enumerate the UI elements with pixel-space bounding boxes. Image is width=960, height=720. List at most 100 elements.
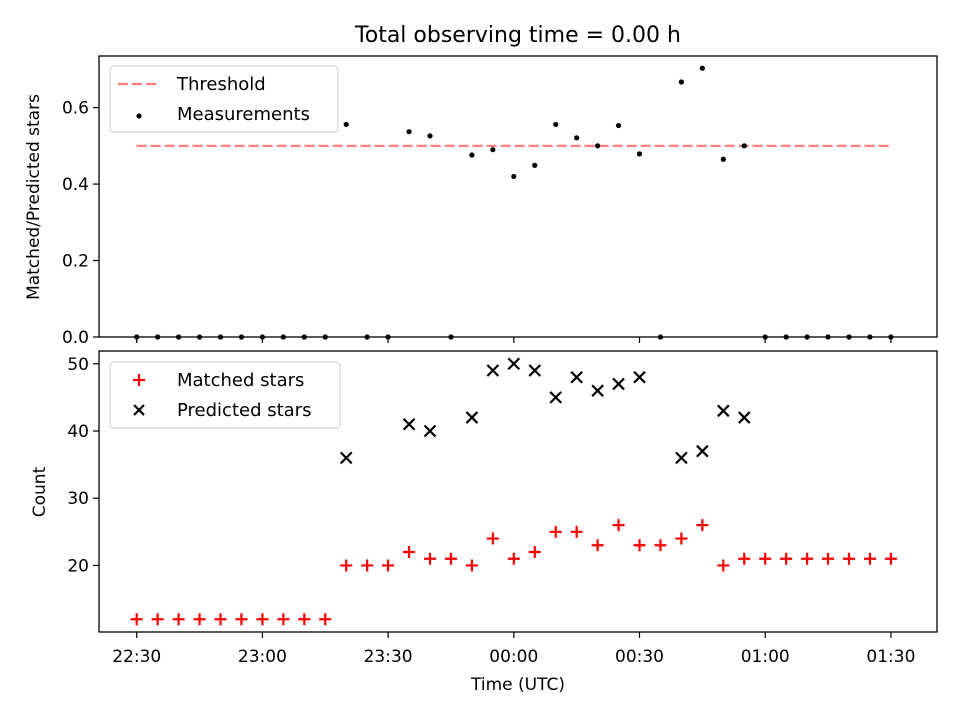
matched-star-marker (465, 559, 478, 572)
measurement-point (657, 334, 664, 340)
matched-star-marker (403, 546, 416, 559)
matched-legend-label: Matched stars (177, 370, 304, 391)
matched-star-marker (591, 539, 604, 552)
matched-star-marker (319, 613, 332, 626)
matched-star-marker (863, 552, 876, 565)
predicted-star-marker (717, 404, 730, 418)
matched-star-marker (675, 532, 688, 545)
matched-star-marker (570, 525, 583, 538)
matched-star-marker (298, 613, 311, 626)
matched-star-marker (843, 552, 856, 565)
count-y-tick-label: 20 (67, 556, 89, 576)
matched-star-marker (654, 539, 667, 552)
measurement-point (196, 334, 203, 340)
predicted-star-marker (549, 391, 562, 404)
predicted-star-marker (612, 377, 625, 391)
ratio-y-ticks: 0.0 0.2 0.4 0.6 (62, 99, 99, 348)
measurements-legend-swatch (136, 113, 142, 119)
measurement-point (699, 65, 705, 71)
matched-star-marker (172, 613, 185, 626)
matched-star-marker (277, 613, 290, 626)
matched-star-marker (759, 552, 772, 565)
ratio-y-tick-label: 0.0 (62, 328, 89, 348)
measurement-point (825, 334, 831, 340)
matched-star-marker (361, 559, 374, 572)
ratio-y-axis-label: Matched/Predicted stars (24, 94, 44, 300)
measurement-point (343, 121, 349, 128)
measurement-point (615, 122, 622, 129)
predicted-star-marker (633, 370, 646, 384)
measurement-point (176, 334, 182, 340)
matched-legend-swatch (133, 374, 145, 386)
predicted-star-marker (507, 357, 521, 371)
count-x-tick-label: 22:30 (112, 647, 161, 667)
matched-star-marker (738, 552, 751, 565)
measurement-point (322, 334, 328, 340)
matched-star-marker (780, 552, 793, 565)
matched-star-marker (382, 559, 395, 572)
ratio-y-tick-label: 0.6 (62, 99, 89, 119)
matched-star-marker (612, 519, 625, 532)
matched-star-marker (214, 613, 227, 626)
predicted-star-marker (339, 451, 353, 465)
matched-star-marker (801, 552, 814, 565)
count-x-tick-label: 00:00 (489, 647, 538, 667)
measurement-point (636, 151, 643, 157)
predicted-star-marker (737, 411, 751, 424)
count-points (130, 357, 897, 626)
ratio-legend: Threshold Measurements (109, 65, 339, 133)
count-y-tick-label: 30 (67, 489, 89, 509)
measurement-point (511, 173, 517, 180)
matched-star-marker (256, 613, 269, 626)
predicted-legend-swatch (133, 404, 145, 416)
matched-star-marker (549, 525, 562, 538)
measurement-point (762, 334, 768, 340)
matched-star-marker (822, 552, 835, 565)
predicted-star-marker (423, 424, 437, 438)
matched-star-marker (717, 559, 730, 572)
count-x-tick-label: 23:00 (238, 647, 287, 667)
matched-star-marker (424, 552, 437, 565)
matched-star-marker (130, 613, 143, 626)
measurement-point (532, 162, 538, 168)
measurement-point (720, 156, 726, 162)
count-plot-frame (98, 350, 938, 633)
measurement-point (804, 334, 810, 340)
count-y-ticks: 20 30 40 50 (67, 355, 99, 576)
count-x-tick-label: 23:30 (364, 647, 413, 667)
measurement-point (553, 121, 559, 128)
predicted-legend-label: Predicted stars (177, 400, 311, 421)
matched-star-marker (151, 613, 164, 626)
predicted-star-marker (675, 451, 688, 465)
matched-star-marker (235, 613, 248, 626)
measurement-point (155, 334, 161, 340)
matched-star-marker (340, 559, 353, 572)
measurement-points (134, 65, 894, 340)
count-y-tick-label: 40 (67, 422, 89, 442)
measurement-point (259, 334, 266, 340)
predicted-star-marker (486, 364, 500, 377)
count-x-tick-label: 01:00 (741, 647, 790, 667)
measurement-point (364, 334, 370, 340)
count-y-axis-label: Count (30, 466, 50, 517)
ratio-panel: 0.0 0.2 0.4 0.6 Matched/Predicted stars Thr… (24, 55, 938, 348)
x-axis-label: Time (UTC) (470, 675, 565, 695)
count-legend: Matched stars Predicted stars (109, 361, 341, 429)
matched-star-marker (507, 552, 520, 565)
measurement-point (846, 334, 852, 340)
predicted-star-marker (528, 364, 542, 377)
measurement-point (678, 79, 685, 85)
ratio-plot-frame (98, 55, 938, 338)
measurement-point (427, 133, 433, 139)
count-x-tick-label: 00:30 (615, 647, 664, 667)
matched-star-marker (193, 613, 206, 626)
count-legend-box (109, 361, 341, 429)
measurement-point (238, 334, 245, 340)
count-panel: 20 30 40 50 22:30 23:00 23:30 00:00 00:30 01:00 0… (30, 350, 938, 695)
measurement-point (134, 334, 140, 340)
count-y-tick-label: 50 (67, 355, 89, 375)
measurement-point (867, 334, 873, 340)
measurement-point (385, 334, 391, 340)
measurements-legend-label: Measurements (177, 104, 310, 125)
measurement-point (448, 334, 454, 340)
